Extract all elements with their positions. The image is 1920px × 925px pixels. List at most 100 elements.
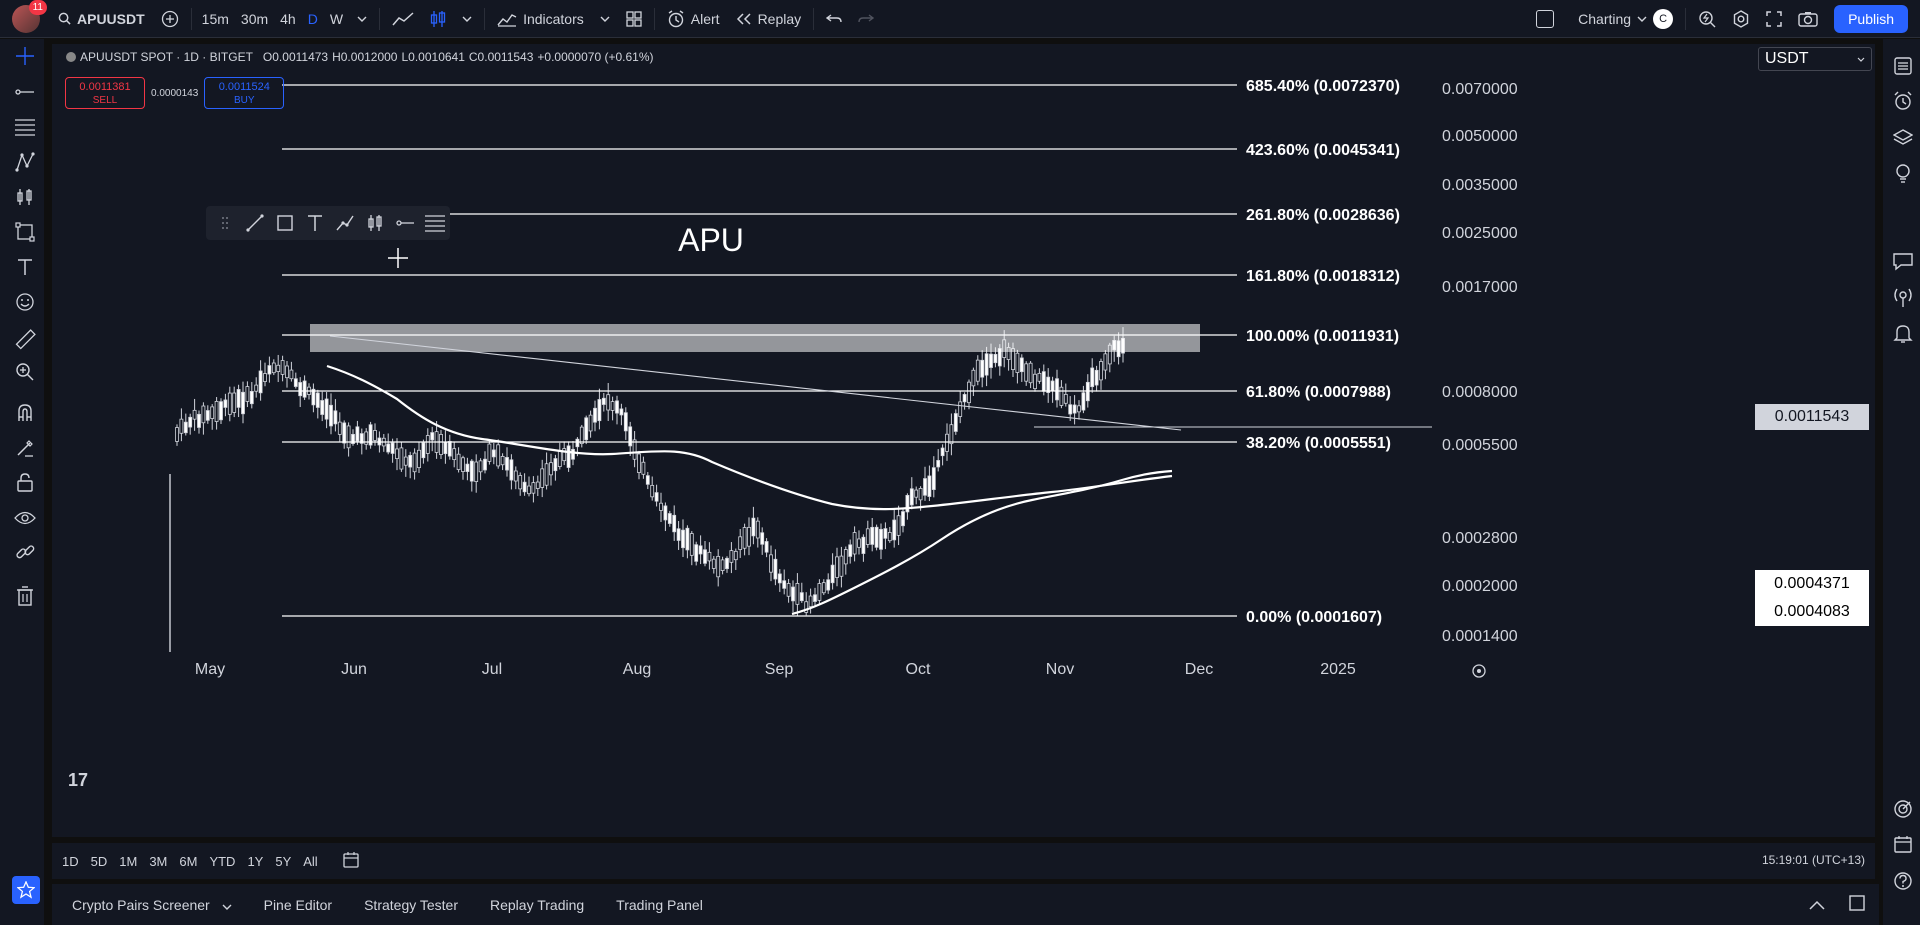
undo-button[interactable] [818,0,850,38]
candle-body [474,461,479,482]
timeframe-w[interactable]: W [329,10,344,27]
alerts-clock-icon[interactable] [1890,88,1916,114]
symbol-search[interactable]: APUUSDT [50,0,153,38]
help-icon[interactable] [1890,868,1916,894]
axis-settings-icon[interactable] [1472,664,1486,678]
emoji-icon[interactable] [12,289,38,315]
symbol-legend[interactable]: APUUSDT SPOT · 1D · BITGET O0.0011473 H0… [66,50,653,64]
fib-tool-icon[interactable] [420,208,450,238]
pattern-icon[interactable] [12,149,38,175]
sell-button[interactable]: 0.0011381 SELL [65,77,145,109]
tradingview-logo[interactable]: 17 [68,770,89,790]
chart-type-line-button[interactable] [384,0,422,38]
currency-select[interactable]: USDT [1758,47,1872,71]
range-6m[interactable]: 6M [179,853,198,869]
indicators-dropdown[interactable] [592,0,618,38]
compare-symbol-button[interactable] [153,0,187,38]
price-axis-label: 0.0017000 [1442,279,1518,296]
zoom-in-icon[interactable] [12,359,38,385]
forecasting-icon[interactable] [12,184,38,210]
lock-icon[interactable] [12,469,38,495]
range-1d[interactable]: 1D [62,853,79,869]
candle-body [329,404,333,427]
candle-body [1059,386,1064,406]
tab-strategy-tester[interactable]: Strategy Tester [364,896,458,913]
timeframe-4h[interactable]: 4h [280,10,296,27]
publish-button[interactable]: Publish [1834,4,1908,33]
range-3m[interactable]: 3M [149,853,168,869]
candle-body [469,460,474,482]
alert-button[interactable]: Alert [659,0,728,38]
chart-type-candles-button[interactable] [422,0,454,38]
timezone-clock[interactable]: 15:19:01 (UTC+13) [1761,853,1865,867]
layers-icon[interactable] [1890,124,1916,150]
snapshot-button[interactable] [1790,0,1826,38]
watchlist-icon[interactable] [1890,53,1916,79]
go-to-date-button[interactable] [336,851,366,872]
moving-average-fast [791,469,1173,616]
candle-body [606,394,611,411]
favorites-star-button[interactable] [12,876,40,904]
time-axis-label: 2025 [1320,661,1356,678]
ruler-icon[interactable] [12,327,38,353]
tab-crypto-pairs-screener[interactable]: Crypto Pairs Screener [52,897,248,913]
streams-icon[interactable] [1890,284,1916,310]
timeframe-15m[interactable]: 15m [201,10,229,27]
dom-target-icon[interactable] [1890,796,1916,822]
chart-pane[interactable]: APU 685.40% (0.0072370) 423.60% (0.00453… [52,44,1875,837]
indicators-button[interactable]: Indicators [489,0,592,38]
redo-button[interactable] [850,0,882,38]
user-avatar[interactable]: 11 [12,0,47,33]
line-tool-icon[interactable] [240,208,270,238]
range-5d[interactable]: 5D [90,853,108,869]
trend-line-icon[interactable] [12,79,38,105]
tab-trading-panel[interactable]: Trading Panel [616,896,703,913]
text-tool-icon[interactable] [12,254,38,280]
timeframe-d[interactable]: D [307,10,318,27]
notifications-bell-icon[interactable] [1890,320,1916,346]
range-all[interactable]: All [303,853,318,869]
maximize-panel-button[interactable] [1835,895,1879,914]
fib-retracement-icon[interactable] [12,114,38,140]
chat-icon[interactable] [1890,248,1916,274]
range-1y[interactable]: 1Y [247,853,264,869]
calendar-icon[interactable] [1890,831,1916,857]
templates-button[interactable] [618,0,650,38]
rectangle-tool-icon[interactable] [270,208,300,238]
replay-button[interactable]: Replay [728,0,810,38]
shape-rectangle-icon[interactable] [12,219,38,245]
collapse-panel-button[interactable] [1799,897,1835,913]
quick-search-button[interactable] [1690,0,1724,38]
annotation-text[interactable]: APU [678,222,744,258]
timeframe-30m[interactable]: 30m [240,10,269,27]
eye-icon[interactable] [12,505,38,531]
drag-handle-icon[interactable] [210,208,240,238]
settings-button[interactable] [1724,0,1758,38]
layout-selector[interactable]: Charting C [1528,0,1681,38]
buy-button[interactable]: 0.0011524 BUY [204,77,285,109]
range-5y[interactable]: 5Y [275,853,292,869]
stay-drawing-icon[interactable] [12,435,38,461]
tab-replay-trading[interactable]: Replay Trading [490,896,585,913]
text-tool-icon[interactable] [300,208,330,238]
candle-body [289,369,294,380]
chart-type-dropdown[interactable] [454,0,480,38]
price-chart[interactable]: APU 685.40% (0.0072370) 423.60% (0.00453… [52,44,1875,837]
candle-body [584,417,589,441]
tab-pine-editor[interactable]: Pine Editor [263,896,333,913]
path-tool-icon[interactable] [330,208,360,238]
ideas-lightbulb-icon[interactable] [1890,160,1916,186]
cursor-crosshair-icon [388,248,408,268]
link-icon[interactable] [12,539,38,565]
range-1m[interactable]: 1M [119,853,138,869]
magnet-icon[interactable] [12,400,38,426]
range-ytd[interactable]: YTD [209,853,236,869]
trash-icon[interactable] [12,583,38,609]
timeframe-dropdown[interactable] [349,0,375,38]
fullscreen-button[interactable] [1758,0,1790,38]
candles-tool-icon[interactable] [360,208,390,238]
candle-body [945,433,949,452]
crosshair-icon[interactable] [12,43,38,69]
candle-body [1015,352,1020,373]
horizontal-ray-icon[interactable] [390,208,420,238]
